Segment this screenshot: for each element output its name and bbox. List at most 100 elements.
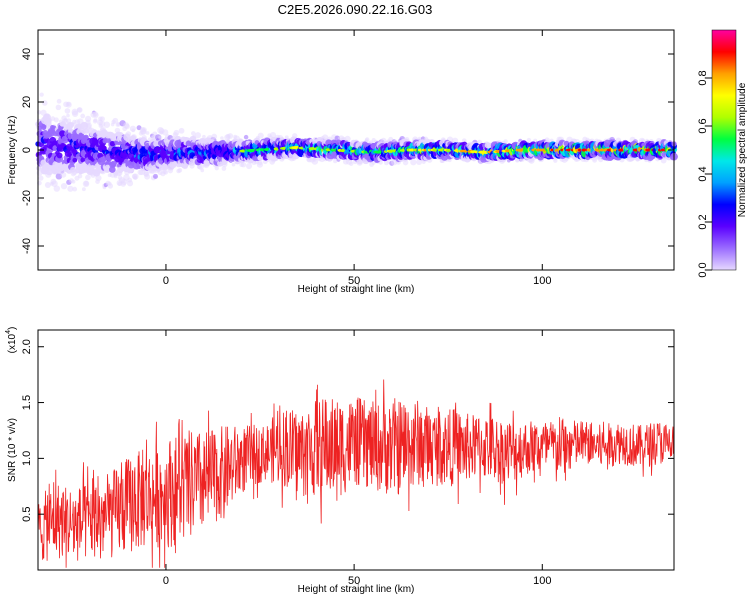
heatmap-halo-point (64, 108, 71, 114)
snr-y-label: SNR (10 * v/v) (7, 418, 18, 482)
heatmap-x-ticks: 0 50 100 (163, 30, 551, 287)
heatmap-band-point (70, 166, 76, 173)
heatmap-halo-point (220, 136, 224, 140)
snr-y-tick-label: 1.0 (21, 451, 33, 466)
heatmap-halo-point (312, 157, 317, 162)
heatmap-halo-point (76, 107, 83, 113)
snr-multiplier-base: (x10 (7, 333, 18, 353)
heatmap-band-point (102, 145, 107, 151)
heatmap-halo-point (245, 162, 253, 170)
snr-x-tick-label: 50 (348, 575, 360, 587)
heatmap-halo-point (344, 135, 351, 143)
heatmap-halo-point (80, 113, 86, 119)
heatmap-band-point (41, 123, 47, 129)
heatmap-halo-point (103, 121, 111, 128)
snr-frame (37, 329, 675, 571)
colorbar-tick-label: 0.6 (697, 118, 709, 133)
heatmap-halo-point (214, 166, 219, 171)
heatmap-y-tick-label: -20 (21, 190, 33, 206)
heatmap-halo-point (42, 100, 48, 106)
heatmap-halo-point (388, 136, 394, 142)
colorbar: 0.0 0.2 0.4 0.6 0.8 Normalized spectral ampl… (697, 29, 748, 278)
heatmap-y-tick-label: -40 (21, 238, 33, 254)
colorbar-tick-label: 0.4 (697, 166, 709, 181)
snr-x-tick-label: 0 (163, 575, 169, 587)
heatmap-halo-point (333, 159, 338, 164)
snr-y-tick-label: 2.0 (21, 339, 33, 354)
heatmap-halo-point (55, 104, 62, 111)
heatmap-halo-point (269, 132, 277, 139)
heatmap-x-tick-label: 100 (533, 275, 551, 287)
heatmap-band-point (171, 161, 177, 168)
heatmap-halo-point (95, 179, 100, 184)
heatmap-halo-point (133, 175, 138, 180)
snr-y-tick-label: 1.5 (21, 395, 33, 410)
heatmap-band-point (130, 135, 137, 141)
heatmap-halo-point (126, 180, 134, 187)
snr-series-line (37, 379, 675, 568)
heatmap-halo-point (348, 161, 354, 166)
heatmap-halo-point (410, 159, 417, 166)
heatmap-halo-point (99, 116, 105, 122)
heatmap-halo-point (93, 118, 98, 123)
heatmap-halo-point (257, 160, 263, 166)
heatmap-halo-point (56, 98, 62, 104)
heatmap-halo-point (173, 129, 180, 136)
heatmap-halo-point (124, 123, 130, 130)
heatmap-halo-point (141, 127, 147, 133)
heatmap-halo-point (84, 115, 92, 122)
snr-multiplier-close: ) (7, 327, 18, 330)
snr-x-tick-label: 100 (533, 575, 551, 587)
heatmap-halo-point (66, 102, 71, 107)
heatmap-y-ticks: -40 -20 0 20 40 (21, 48, 674, 254)
heatmap-halo-point (526, 137, 532, 143)
heatmap-halo-point (107, 183, 114, 189)
heatmap-band-point (90, 165, 95, 170)
svg-text:(x104): (x104) (5, 327, 18, 354)
heatmap-halo-point (60, 171, 67, 178)
heatmap-halo-point (178, 127, 185, 134)
heatmap-band-point (109, 166, 116, 173)
snr-y-ticks: 0.5 1.0 1.5 2.0 (21, 339, 674, 522)
heatmap-band-point (62, 162, 69, 169)
heatmap-halo-point (85, 174, 91, 181)
heatmap-halo-point (145, 131, 150, 135)
heatmap-halo-point (194, 132, 202, 139)
chart-title: C2E5.2026.090.22.16.G03 (277, 2, 433, 17)
heatmap-halo-point (39, 92, 44, 97)
heatmap-halo-point (191, 131, 196, 136)
heatmap-halo-point (564, 157, 569, 162)
colorbar-ticks: 0.0 0.2 0.4 0.6 0.8 (697, 70, 712, 278)
heatmap-halo-point (227, 133, 234, 139)
heatmap-halo-point (162, 129, 169, 136)
heatmap-halo-point (92, 111, 98, 117)
heatmap-halo-point (243, 134, 249, 140)
heatmap-halo-point (197, 163, 204, 170)
heatmap-band-point (109, 141, 116, 147)
heatmap-halo-point (53, 185, 61, 192)
heatmap-halo-point (67, 185, 74, 192)
heatmap-halo-point (71, 108, 79, 116)
heatmap-halo-point (211, 133, 218, 140)
snr-x-ticks: 0 50 100 (163, 330, 551, 587)
heatmap-band-point (43, 137, 50, 144)
heatmap-halo-point (177, 168, 183, 173)
heatmap-halo-point (240, 161, 247, 168)
colorbar-tick-label: 0.8 (697, 70, 709, 85)
snr-y-multiplier: (x104) (5, 327, 18, 354)
heatmap-band-point (123, 153, 130, 160)
heatmap-band-point (59, 122, 65, 127)
heatmap-band-point (80, 157, 86, 163)
heatmap-halo-point (231, 162, 236, 167)
heatmap-halo-point (163, 169, 169, 175)
heatmap-halo-point (152, 173, 159, 179)
heatmap-halo-point (51, 180, 58, 188)
heatmap-halo-point (451, 137, 459, 144)
snr-y-tick-label: 0.5 (21, 507, 33, 522)
heatmap-halo-point (81, 187, 86, 192)
heatmap-band-point (72, 157, 78, 163)
heatmap-y-label: Frequency (Hz) (7, 116, 18, 185)
heatmap-marks (35, 92, 678, 192)
heatmap-halo-point (77, 173, 83, 179)
heatmap-halo-point (371, 160, 376, 165)
